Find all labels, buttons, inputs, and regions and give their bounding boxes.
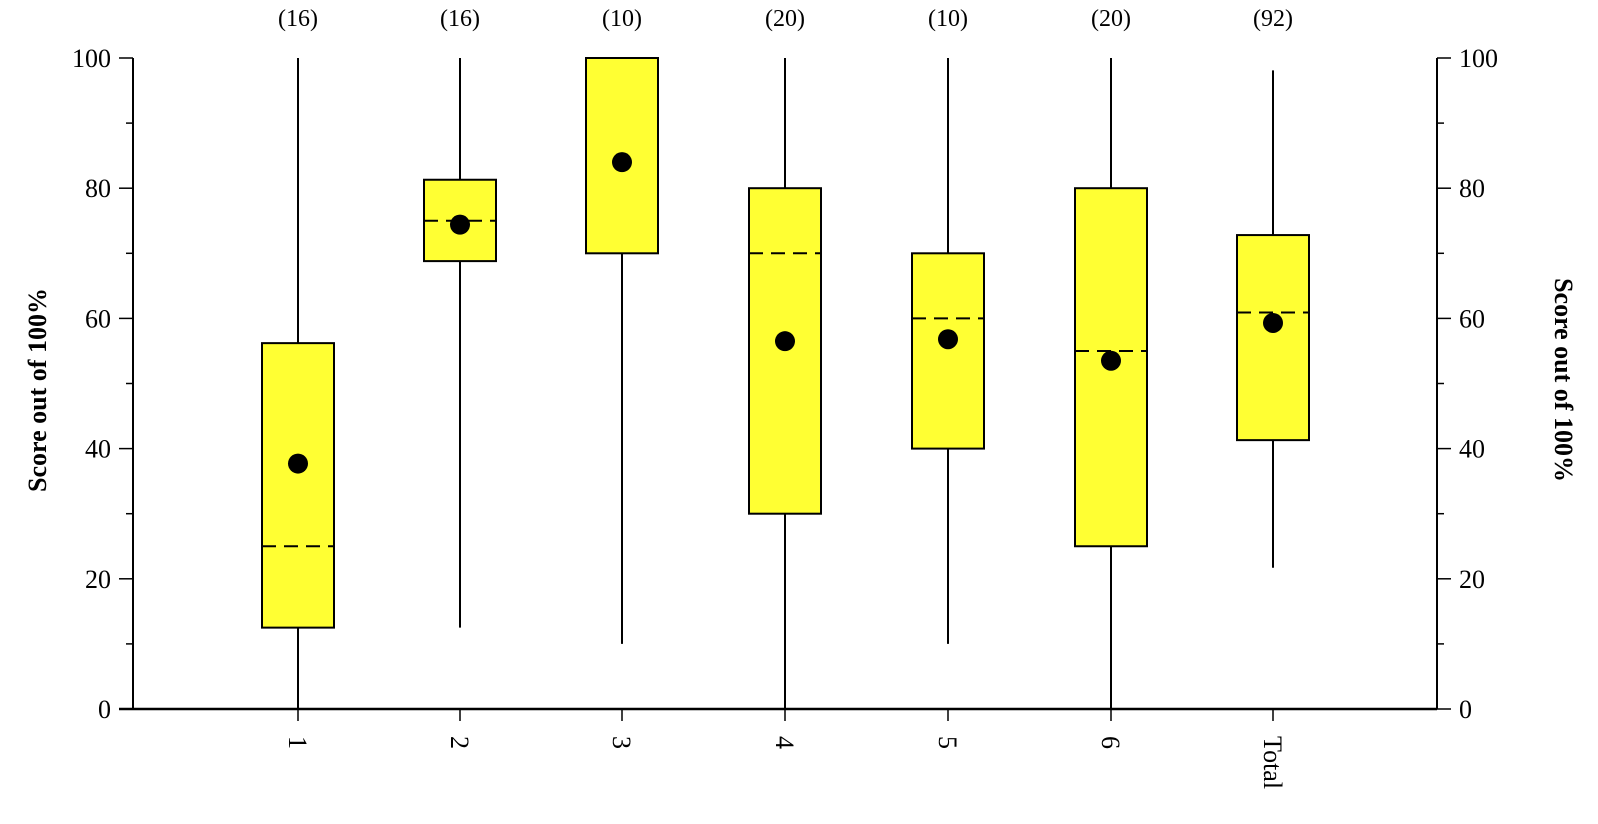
x-category-label: 1 [283,736,312,749]
x-category-label: Total [1258,736,1287,789]
x-category-label: 5 [933,736,962,749]
y-tick-label-right: 100 [1459,44,1498,73]
box [261,342,335,629]
y-tick-label-right: 40 [1459,435,1485,464]
mean-marker [938,329,958,350]
y-tick-label-left: 40 [85,435,111,464]
mean-marker [450,214,470,235]
count-label: (16) [278,6,318,32]
x-category-label: 4 [770,736,799,749]
mean-marker [288,453,308,474]
count-label: (20) [1091,6,1131,32]
axes [119,57,1451,721]
y-tick-label-right: 60 [1459,304,1485,333]
y-tick-label-left: 20 [85,565,111,594]
box-group [1074,58,1148,709]
count-label: (10) [602,6,642,32]
y-tick-label-right: 0 [1459,695,1472,724]
box-group [748,58,822,709]
y-tick-label-left: 60 [85,304,111,333]
mean-marker [1101,350,1121,371]
y-tick-label-left: 0 [98,695,111,724]
mean-marker [1263,312,1283,333]
x-category-label: 2 [445,736,474,749]
box-group [423,58,497,628]
box-group [1236,70,1310,568]
count-label: (92) [1253,6,1293,32]
labels-layer: 0 0 20 20 40 40 60 60 80 80 100 100 1 (16) 2 (16) 3 (10) 4… [72,6,1498,789]
y-axis-title-right: Score out of 100% [1549,278,1578,482]
y-axis-title-left: Score out of 100% [23,288,52,492]
box [1236,234,1310,442]
y-tick-label-right: 80 [1459,174,1485,203]
y-tick-label-left: 80 [85,174,111,203]
x-category-label: 3 [607,736,636,749]
count-label: (10) [928,6,968,32]
y-tick-label-left: 100 [72,44,111,73]
box-group [261,58,335,709]
mean-marker [775,331,795,352]
count-label: (16) [440,6,480,32]
box [911,252,985,450]
mean-marker [612,152,632,173]
count-label: (20) [765,6,805,32]
y-tick-label-right: 20 [1459,565,1485,594]
box-group [585,57,659,644]
boxes-layer [261,57,1310,709]
box-group [911,58,985,644]
x-category-label: 6 [1096,736,1125,749]
